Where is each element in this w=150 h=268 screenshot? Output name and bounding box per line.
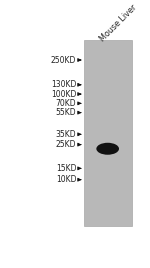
Ellipse shape [96,143,119,155]
Text: 55KD: 55KD [56,108,76,117]
Text: 25KD: 25KD [56,140,76,149]
Text: 130KD: 130KD [51,80,76,89]
Bar [84,40,132,226]
Text: 15KD: 15KD [56,164,76,173]
Text: 10KD: 10KD [56,175,76,184]
Text: 100KD: 100KD [51,90,76,99]
Text: 70KD: 70KD [56,99,76,108]
Text: Mouse Liver: Mouse Liver [98,3,139,44]
Text: 35KD: 35KD [56,130,76,139]
Text: 250KD: 250KD [51,55,76,65]
